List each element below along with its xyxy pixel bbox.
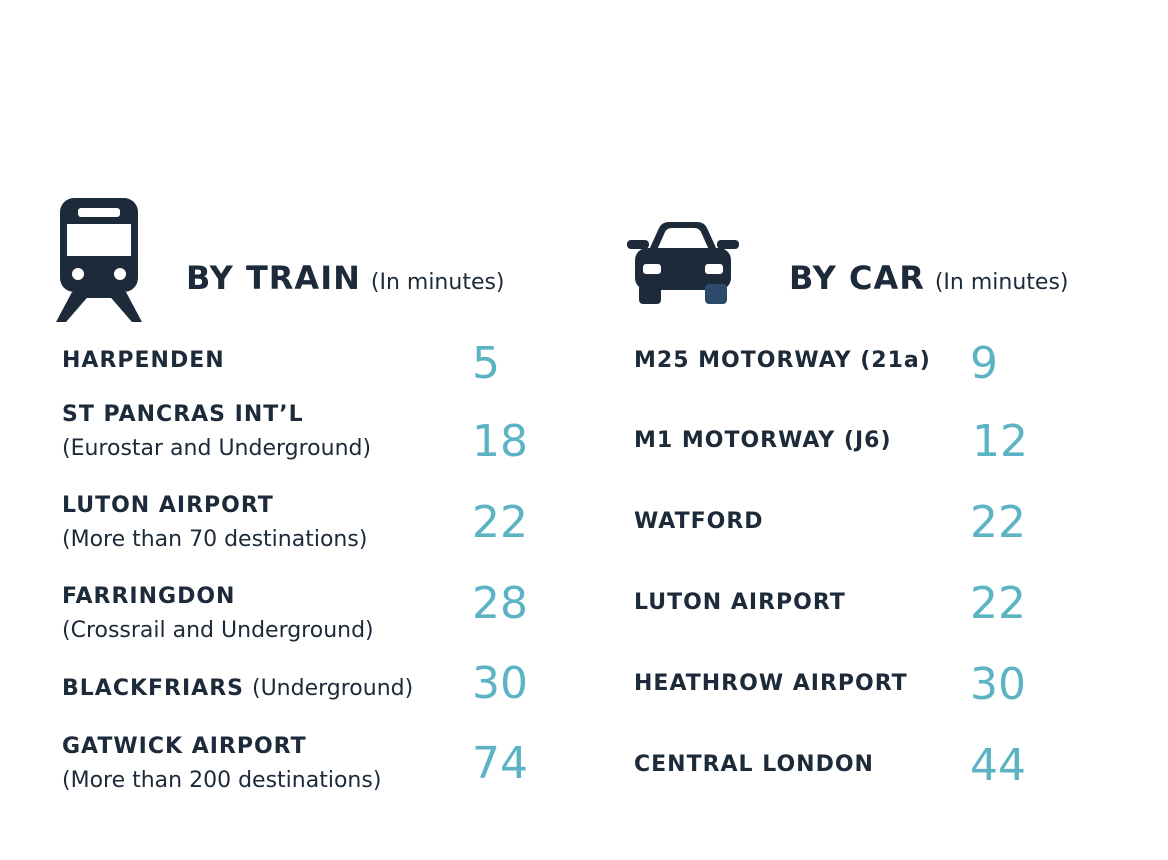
train-row-subtitle: (Crossrail and Underground) — [62, 618, 374, 643]
train-row-minutes: 74 — [472, 738, 528, 789]
train-row-title: GATWICK AIRPORT — [62, 734, 307, 759]
train-heading: BY TRAIN (In minutes) — [186, 262, 505, 294]
car-heading-title: BY CAR — [789, 259, 925, 297]
car-row-title: M25 MOTORWAY (21a) — [634, 348, 931, 373]
train-row-minutes: 22 — [472, 497, 528, 548]
train-row-inline-note: (Underground) — [251, 676, 414, 701]
car-row-minutes: 44 — [970, 740, 1026, 791]
train-row-minutes: 28 — [472, 578, 528, 629]
train-row-title: ST PANCRAS INT’L — [62, 402, 304, 427]
train-row-subtitle: (More than 70 destinations) — [62, 527, 368, 552]
car-heading-note: (In minutes) — [934, 270, 1069, 295]
train-row-title: FARRINGDON — [62, 584, 236, 609]
car-row-title: CENTRAL LONDON — [634, 752, 874, 777]
car-row-minutes: 22 — [970, 578, 1026, 629]
train-row-minutes: 5 — [472, 338, 500, 389]
car-row-title: WATFORD — [634, 509, 764, 534]
train-row-title: LUTON AIRPORT — [62, 493, 274, 518]
car-row-minutes: 30 — [970, 659, 1026, 710]
train-heading-note: (In minutes) — [370, 270, 505, 295]
train-heading-title: BY TRAIN — [186, 259, 361, 297]
car-row-central-london: CENTRAL LONDON 44 — [634, 744, 1054, 788]
train-row-minutes: 30 — [472, 658, 528, 709]
train-row-subtitle: (More than 200 destinations) — [62, 768, 382, 793]
train-row-subtitle: (Eurostar and Underground) — [62, 436, 372, 461]
train-row-blackfriars: BLACKFRIARS (Underground) 30 — [62, 662, 542, 712]
car-row-m1: M1 MOTORWAY (J6) 12 — [634, 420, 1054, 464]
train-row-minutes: 18 — [472, 416, 528, 467]
car-row-m25: M25 MOTORWAY (21a) 9 — [634, 338, 1054, 389]
car-row-luton-airport: LUTON AIRPORT 22 — [634, 582, 1054, 626]
car-row-minutes: 9 — [970, 338, 998, 389]
car-row-watford: WATFORD 22 — [634, 501, 1054, 545]
train-row-title: BLACKFRIARS — [62, 676, 244, 701]
car-row-title: M1 MOTORWAY (J6) — [634, 428, 892, 453]
car-heading: BY CAR (In minutes) — [789, 262, 1069, 294]
train-row-title: HARPENDEN — [62, 348, 225, 373]
car-row-minutes: 12 — [972, 416, 1028, 467]
train-row-farringdon: FARRINGDON (Crossrail and Underground) 2… — [62, 580, 542, 650]
train-icon — [56, 196, 142, 324]
train-row-st-pancras: ST PANCRAS INT’L (Eurostar and Undergrou… — [62, 398, 542, 468]
car-icon — [627, 220, 739, 306]
car-row-title: LUTON AIRPORT — [634, 590, 846, 615]
car-row-heathrow-airport: HEATHROW AIRPORT 30 — [634, 663, 1054, 707]
car-row-minutes: 22 — [970, 497, 1026, 548]
train-row-harpenden: HARPENDEN 5 — [62, 338, 542, 389]
train-row-luton-airport: LUTON AIRPORT (More than 70 destinations… — [62, 489, 542, 559]
train-row-gatwick-airport: GATWICK AIRPORT (More than 200 destinati… — [62, 730, 542, 800]
car-row-title: HEATHROW AIRPORT — [634, 671, 908, 696]
